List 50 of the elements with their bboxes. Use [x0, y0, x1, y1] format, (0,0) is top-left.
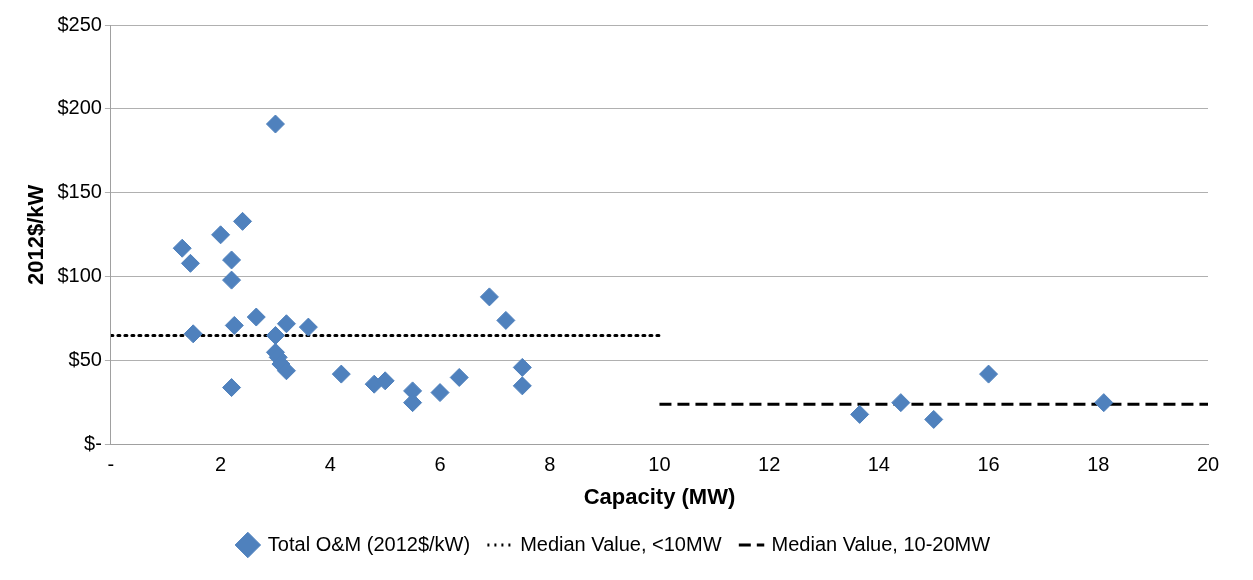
x-tick-label: 6 — [434, 453, 446, 476]
point — [222, 378, 242, 398]
point — [222, 250, 242, 270]
x-tick-label: 10 — [648, 453, 671, 476]
x-tick-label: 8 — [544, 453, 556, 476]
point — [479, 287, 499, 307]
point — [512, 357, 532, 377]
x-tick-label: 4 — [324, 453, 336, 476]
x-tick-label: 2 — [215, 453, 227, 476]
point — [403, 393, 423, 413]
point — [211, 225, 231, 245]
point — [375, 371, 395, 391]
y-tick-label: $- — [84, 432, 102, 455]
point — [265, 114, 285, 134]
point — [276, 314, 296, 334]
point — [183, 324, 203, 344]
point — [430, 383, 450, 403]
x-axis-title: Capacity (MW) — [583, 483, 736, 509]
x-tick-label: 20 — [1196, 453, 1220, 476]
x-tick-label: 18 — [1087, 453, 1110, 476]
point — [979, 364, 999, 384]
y-tick-label: $50 — [68, 348, 102, 371]
point — [512, 376, 532, 396]
point — [233, 211, 253, 231]
point — [449, 367, 469, 387]
point — [265, 326, 285, 345]
x-tick-label: 14 — [867, 453, 890, 476]
point — [298, 317, 318, 337]
x-tick-label: 12 — [758, 453, 781, 476]
point — [1094, 393, 1114, 413]
point — [224, 315, 244, 335]
point — [246, 307, 266, 327]
y-tick-label: $150 — [57, 180, 102, 203]
point — [180, 253, 200, 273]
point — [924, 409, 944, 429]
y-axis-title: 2012$/kW — [23, 184, 49, 285]
y-tick-label: $250 — [57, 12, 102, 35]
legend-label: Median Value, <10MW — [520, 532, 722, 555]
y-tick-label: $100 — [57, 264, 102, 287]
point — [222, 270, 242, 290]
y-tick-label: $200 — [57, 96, 102, 119]
legend-label: Median Value, 10-20MW — [771, 532, 991, 555]
point — [850, 404, 870, 424]
x-tick-label: - — [107, 453, 115, 476]
legend-label: Total O&M (2012$/kW) — [267, 532, 471, 555]
x-tick-label: 16 — [977, 453, 1000, 476]
point — [891, 393, 911, 413]
point — [172, 238, 192, 258]
point — [496, 310, 516, 330]
point — [331, 364, 351, 384]
